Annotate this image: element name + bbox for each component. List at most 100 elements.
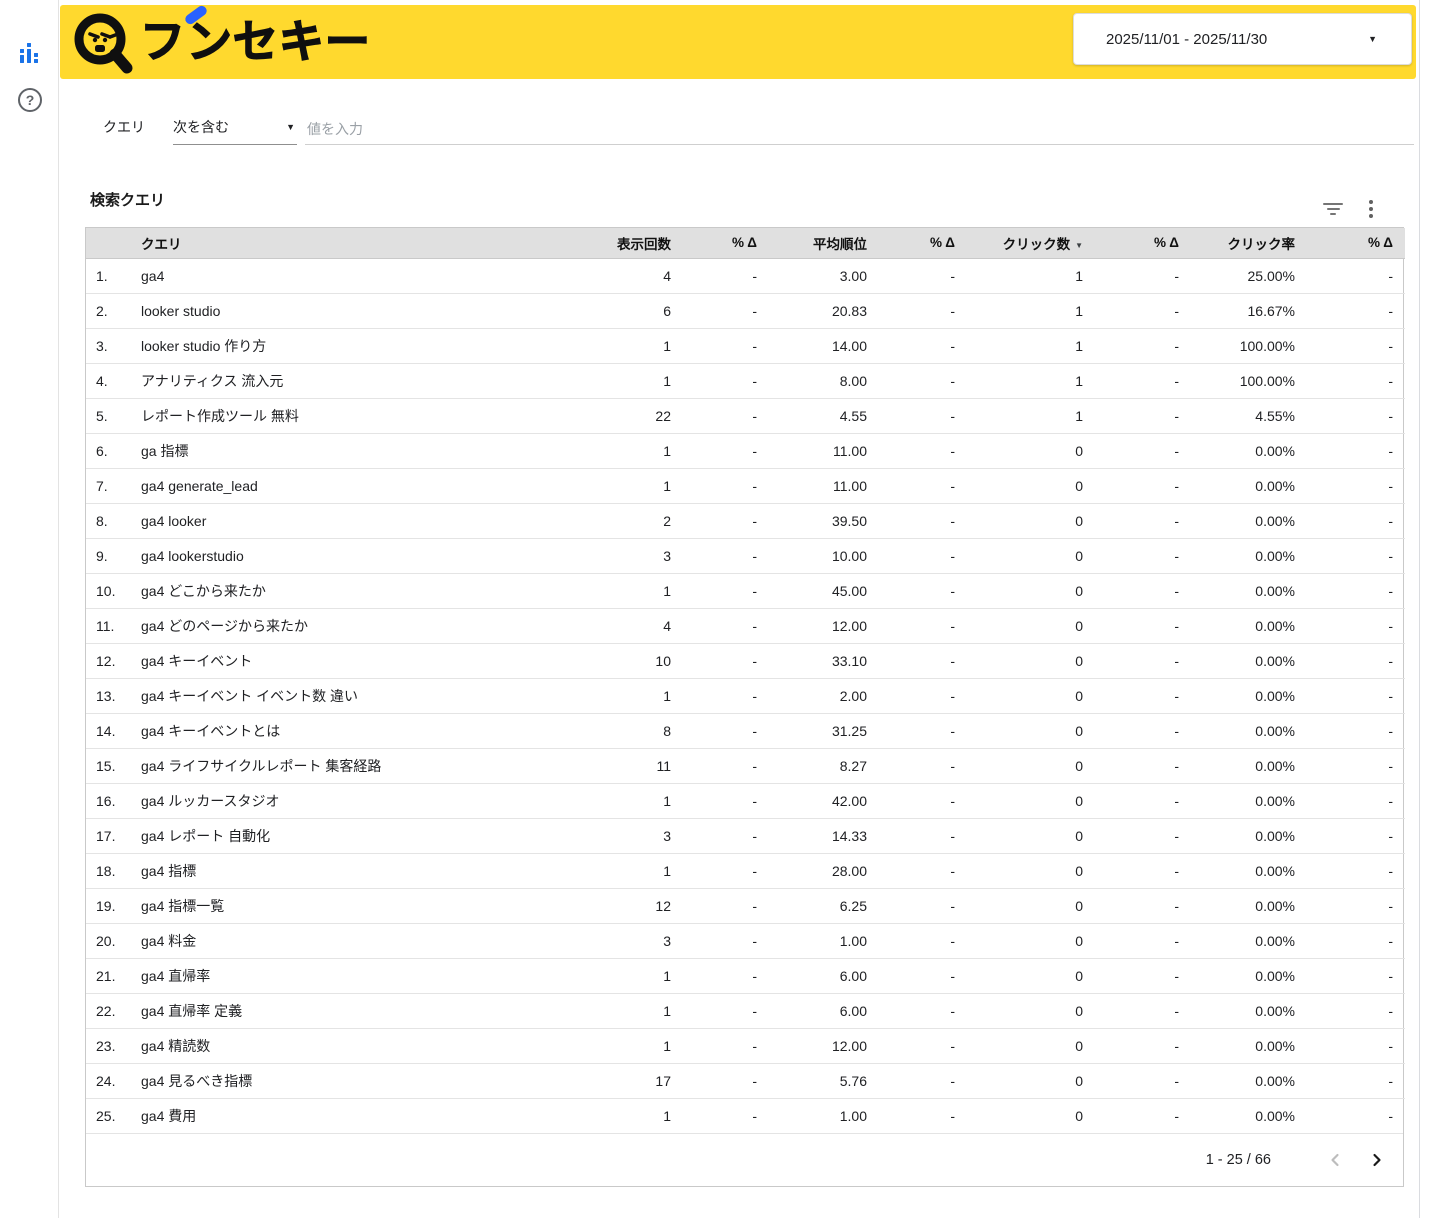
date-range-selector[interactable]: 2025/11/01 - 2025/11/30 ▼ [1073,13,1412,65]
logo-text: フンセキー [139,3,371,75]
cell-impressions: 6 [601,292,683,328]
cell-query: ga4 指標 [136,852,601,888]
cell-delta: - [879,607,967,643]
header-ctr[interactable]: クリック率 [1191,228,1307,258]
header-delta-1[interactable]: % Δ [683,228,769,258]
cell-delta: - [1307,677,1405,713]
pagination: 1 - 25 / 66 [86,1133,1403,1186]
cell-impressions: 3 [601,537,683,573]
cell-delta: - [879,432,967,468]
cell-delta: - [1095,467,1191,503]
cell-avg-position: 10.00 [769,537,879,573]
logo-text-rest: ンセキー [186,15,371,68]
cell-delta: - [683,747,769,783]
cell-clicks: 1 [967,397,1095,433]
cell-delta: - [683,362,769,398]
cell-delta: - [1307,362,1405,398]
cell-ctr: 0.00% [1191,1097,1307,1133]
table-row: 8. ga4 looker 2-39.50-0-0.00% - [86,502,1405,538]
cell-ctr: 0.00% [1191,607,1307,643]
cell-rank: 2. [86,292,136,328]
cell-clicks: 0 [967,677,1095,713]
cell-delta: - [683,537,769,573]
filter-bar: クエリ 次を含む ▼ [103,112,1414,145]
prev-page-button[interactable] [1323,1148,1347,1172]
chevron-down-icon: ▼ [286,122,295,132]
cell-ctr: 16.67% [1191,292,1307,328]
header-delta-2[interactable]: % Δ [879,228,967,258]
table-row: 21. ga4 直帰率 1-6.00-0-0.00% - [86,957,1405,993]
header-delta-3[interactable]: % Δ [1095,228,1191,258]
cell-delta: - [1307,852,1405,888]
header-avg-position[interactable]: 平均順位 [769,228,879,258]
left-sidebar: ? [0,0,59,1218]
cell-delta: - [683,257,769,293]
cell-clicks: 0 [967,467,1095,503]
cell-query: ga4 [136,257,601,293]
table-row: 3. looker studio 作り方 1-14.00-1-100.00% - [86,327,1405,363]
cell-ctr: 0.00% [1191,922,1307,958]
filter-operator-dropdown[interactable]: 次を含む ▼ [173,117,297,145]
header-impressions[interactable]: 表示回数 [601,228,683,258]
filter-value-input[interactable] [305,121,1414,145]
cell-rank: 1. [86,257,136,293]
table-row: 12. ga4 キーイベント 10-33.10-0-0.00% - [86,642,1405,678]
table-row: 22. ga4 直帰率 定義 1-6.00-0-0.00% - [86,992,1405,1028]
cell-delta: - [683,992,769,1028]
cell-impressions: 1 [601,467,683,503]
cell-delta: - [879,397,967,433]
cell-ctr: 0.00% [1191,502,1307,538]
table-row: 10. ga4 どこから来たか 1-45.00-0-0.00% - [86,572,1405,608]
table-row: 5. レポート作成ツール 無料 22-4.55-1-4.55% - [86,397,1405,433]
cell-delta: - [1095,572,1191,608]
cell-clicks: 0 [967,572,1095,608]
help-icon[interactable]: ? [18,88,42,112]
table-row: 14. ga4 キーイベントとは 8-31.25-0-0.00% - [86,712,1405,748]
cell-delta: - [1095,537,1191,573]
cell-avg-position: 33.10 [769,642,879,678]
cell-rank: 9. [86,537,136,573]
filter-icon[interactable] [1322,201,1344,217]
cell-clicks: 0 [967,1062,1095,1098]
cell-rank: 21. [86,957,136,993]
table-row: 25. ga4 費用 1-1.00-0-0.00% - [86,1097,1405,1133]
cell-rank: 20. [86,922,136,958]
cell-query: ga 指標 [136,432,601,468]
cell-delta: - [683,572,769,608]
kebab-menu-icon[interactable] [1364,200,1378,218]
cell-delta: - [1095,432,1191,468]
table-title: 検索クエリ [90,192,166,209]
cell-ctr: 100.00% [1191,327,1307,363]
cell-delta: - [1095,1062,1191,1098]
cell-clicks: 0 [967,887,1095,923]
header-query[interactable]: クエリ [136,228,601,258]
cell-delta: - [683,957,769,993]
cell-delta: - [879,992,967,1028]
cell-ctr: 0.00% [1191,887,1307,923]
date-range-value: 2025/11/01 - 2025/11/30 [1106,30,1268,48]
cell-ctr: 25.00% [1191,257,1307,293]
cell-query: ga4 レポート 自動化 [136,817,601,853]
cell-avg-position: 31.25 [769,712,879,748]
cell-delta: - [879,677,967,713]
cell-rank: 24. [86,1062,136,1098]
cell-delta: - [1095,817,1191,853]
cell-ctr: 0.00% [1191,1062,1307,1098]
next-page-button[interactable] [1365,1148,1389,1172]
cell-clicks: 1 [967,327,1095,363]
cell-delta: - [879,537,967,573]
cell-query: ga4 どのページから来たか [136,607,601,643]
table-row: 18. ga4 指標 1-28.00-0-0.00% - [86,852,1405,888]
cell-ctr: 0.00% [1191,642,1307,678]
cell-rank: 19. [86,887,136,923]
table-row: 4. アナリティクス 流入元 1-8.00-1-100.00% - [86,362,1405,398]
cell-query: ga4 指標一覧 [136,887,601,923]
header-clicks[interactable]: クリック数 ▼ [967,228,1095,258]
cell-rank: 16. [86,782,136,818]
header-delta-4[interactable]: % Δ [1307,228,1405,258]
table-row: 9. ga4 lookerstudio 3-10.00-0-0.00% - [86,537,1405,573]
cell-rank: 25. [86,1097,136,1133]
bar-chart-icon[interactable] [19,42,41,64]
cell-delta: - [1095,642,1191,678]
cell-ctr: 0.00% [1191,992,1307,1028]
